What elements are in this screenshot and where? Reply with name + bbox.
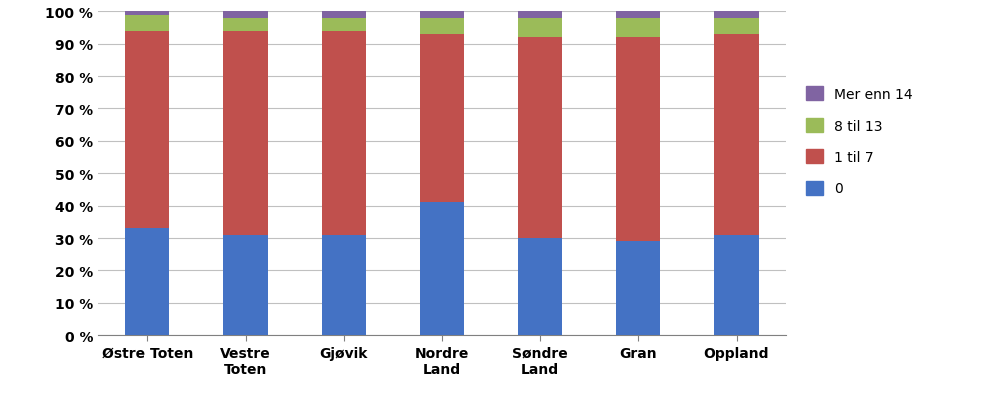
Bar [518,19,562,38]
Bar [322,19,365,31]
Bar [616,19,660,38]
Bar [714,35,758,235]
Bar [126,31,169,229]
Bar [322,31,365,235]
Bar [518,238,562,335]
Bar [322,235,365,335]
Bar [518,38,562,238]
Bar [419,35,464,203]
Bar [223,19,267,31]
Bar [616,12,660,19]
Bar [126,229,169,335]
Bar [714,235,758,335]
Bar [518,12,562,19]
Bar [419,12,464,19]
Bar [126,12,169,16]
Bar [223,12,267,19]
Bar [714,19,758,35]
Bar [419,19,464,35]
Bar [126,16,169,31]
Bar [223,31,267,235]
Bar [616,38,660,242]
Bar [616,242,660,335]
Bar [419,203,464,335]
Legend: Mer enn 14, 8 til 13, 1 til 7, 0: Mer enn 14, 8 til 13, 1 til 7, 0 [799,80,920,203]
Bar [223,235,267,335]
Bar [322,12,365,19]
Bar [714,12,758,19]
